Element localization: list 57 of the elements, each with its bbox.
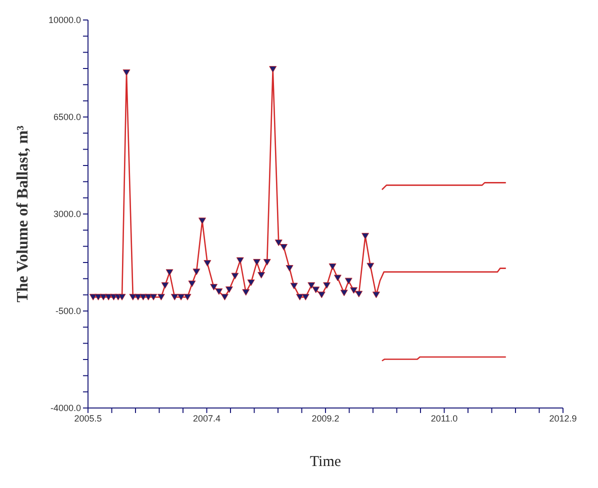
point <box>161 282 169 289</box>
point <box>286 265 294 272</box>
point <box>290 282 298 290</box>
point <box>366 262 374 270</box>
y-tick-label: -500.0 <box>55 306 81 316</box>
point <box>225 286 233 293</box>
x-tick-label: 2011.0 <box>430 413 458 424</box>
point <box>350 287 358 294</box>
point <box>210 284 218 290</box>
point <box>340 290 348 296</box>
point <box>118 294 126 300</box>
y-tick-label: 3000.0 <box>53 209 81 220</box>
point <box>355 290 363 298</box>
point <box>198 218 206 224</box>
point <box>220 294 228 300</box>
point <box>204 260 212 267</box>
point <box>318 292 326 298</box>
point <box>157 294 165 300</box>
point <box>296 294 304 300</box>
point <box>263 258 271 266</box>
point <box>215 288 223 295</box>
point <box>344 278 352 284</box>
y-tick-label: -4000.0 <box>50 403 81 414</box>
point <box>258 272 266 278</box>
point <box>184 294 192 300</box>
point <box>192 268 200 276</box>
point <box>177 294 185 300</box>
point <box>362 232 370 240</box>
point <box>312 286 320 294</box>
point <box>236 257 244 264</box>
point <box>188 280 196 288</box>
point <box>139 294 147 300</box>
x-tick-label: 2009.2 <box>312 413 340 424</box>
point <box>280 244 288 251</box>
x-axis-title: Time <box>310 454 342 470</box>
y-tick-label: 10000.0 <box>48 15 81 26</box>
x-tick-label: 2012.9 <box>549 413 577 424</box>
point <box>242 289 250 296</box>
point <box>166 269 174 276</box>
point <box>122 69 130 76</box>
point <box>253 258 261 266</box>
x-tick-label: 2005.5 <box>74 413 102 424</box>
point <box>334 274 342 282</box>
point <box>274 240 282 246</box>
point <box>308 282 316 289</box>
y-axis-title: The Volume of Ballast, m³ <box>14 125 32 302</box>
point <box>302 294 310 300</box>
point <box>328 263 336 270</box>
y-tick-label: 6500.0 <box>53 112 81 122</box>
point <box>372 292 380 298</box>
point <box>269 66 277 73</box>
point <box>323 282 331 289</box>
x-tick-label: 2007.4 <box>192 413 221 424</box>
point <box>231 272 239 280</box>
point <box>150 294 158 300</box>
point <box>170 294 178 300</box>
point <box>247 279 255 286</box>
